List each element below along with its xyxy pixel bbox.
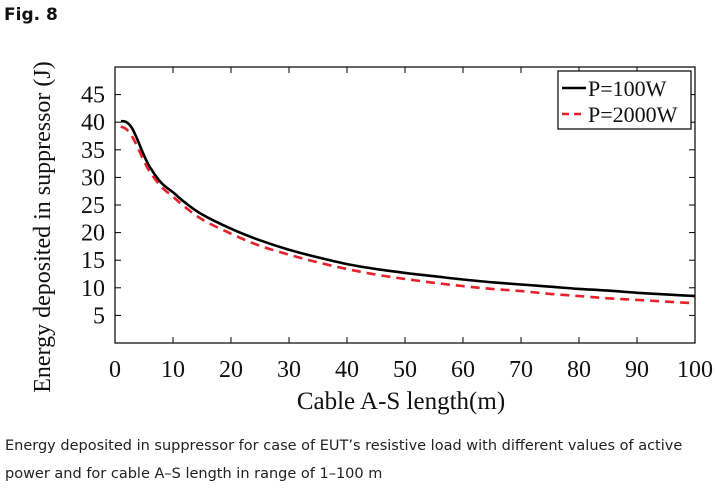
y-tick-label: 5: [93, 303, 105, 329]
x-tick-label: 90: [625, 357, 649, 383]
legend-label-2: P=2000W: [588, 102, 678, 127]
x-tick-label: 40: [335, 357, 359, 383]
y-tick-label: 10: [81, 276, 105, 302]
y-tick-label: 35: [81, 138, 105, 164]
y-tick-label: 25: [81, 193, 105, 219]
x-tick-label: 100: [677, 357, 713, 383]
legend-box: [557, 70, 692, 130]
legend-label-1: P=100W: [588, 76, 667, 101]
y-tick-label: 30: [81, 165, 105, 191]
x-tick-label: 80: [567, 357, 591, 383]
x-tick-label: 30: [277, 357, 301, 383]
y-tick-label: 40: [81, 110, 105, 136]
figure-label: Fig. 8: [4, 5, 58, 25]
y-tick-label: 45: [81, 83, 105, 109]
x-tick-label: 0: [109, 357, 121, 383]
x-tick-label: 10: [161, 357, 185, 383]
x-tick-label: 50: [393, 357, 417, 383]
x-axis-ticks: 0 10 20 30 40 50 60 70 80 90 100: [109, 67, 713, 383]
series-line-1: [120, 119, 696, 298]
x-tick-label: 70: [509, 357, 533, 383]
figure-caption: Energy deposited in suppressor for case …: [5, 438, 683, 482]
series-layer: [120, 119, 696, 305]
y-tick-label: 20: [81, 221, 105, 247]
y-tick-label: 15: [81, 248, 105, 274]
x-axis-label: Cable A-S length(m): [297, 388, 505, 415]
x-tick-label: 20: [219, 357, 243, 383]
y-axis-label: Energy deposited in suppressor (J): [30, 61, 56, 393]
series-line-2: [120, 125, 696, 305]
x-tick-label: 60: [451, 357, 475, 383]
